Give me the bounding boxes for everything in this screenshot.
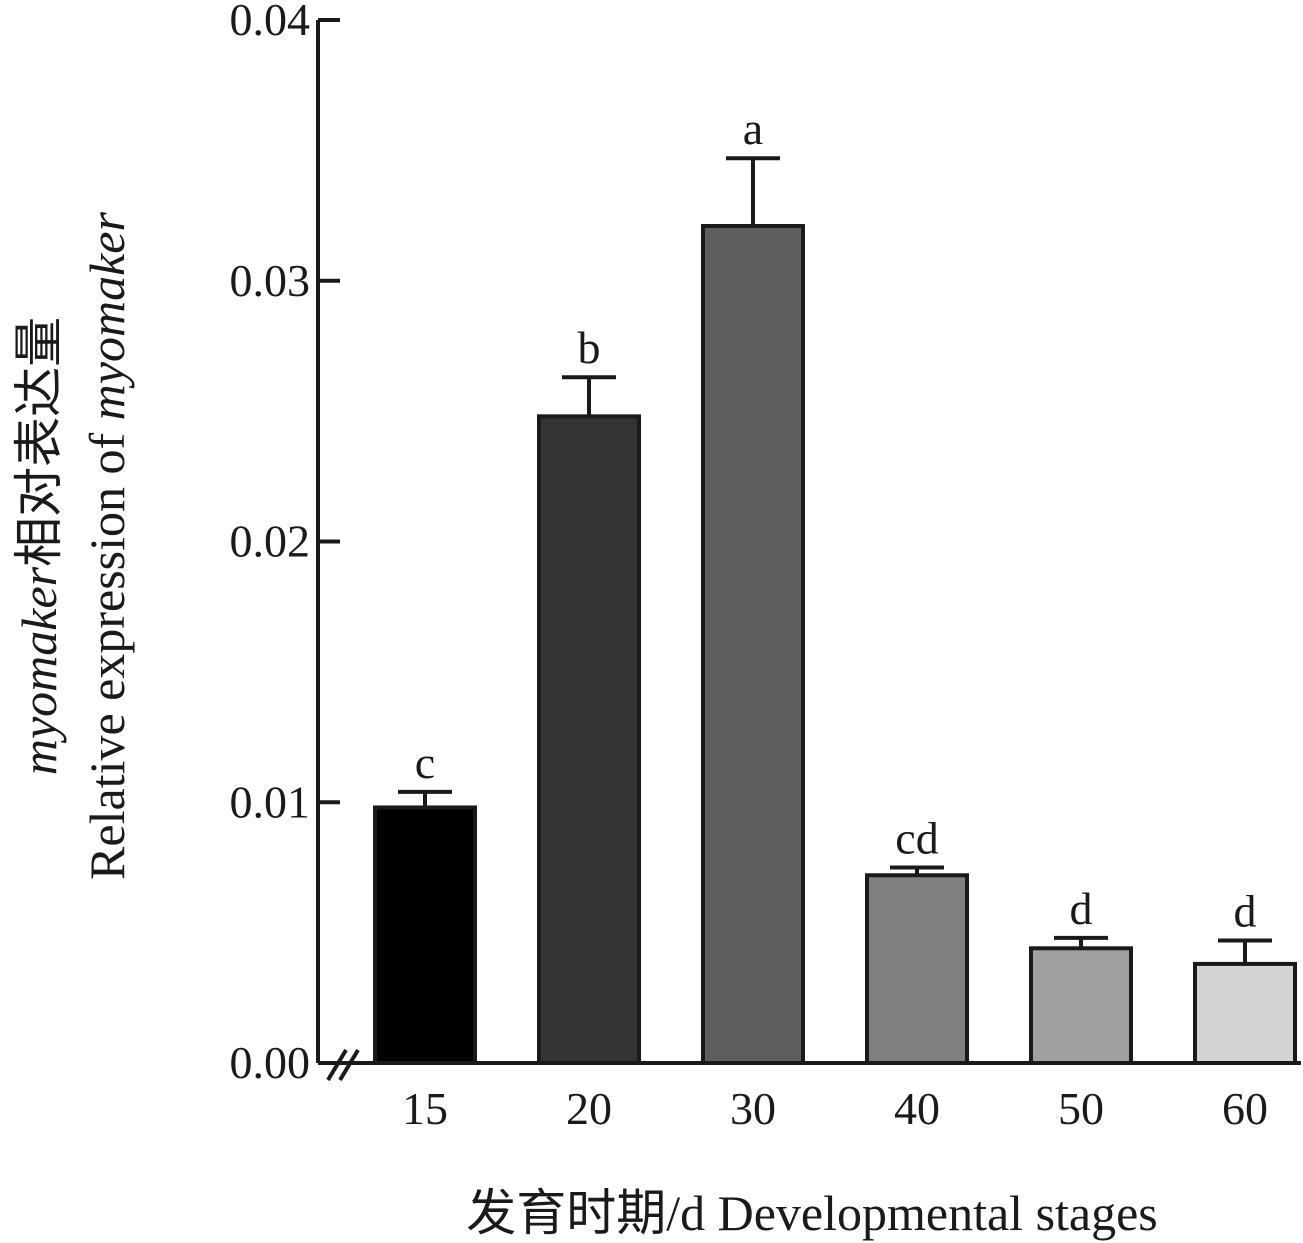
bar <box>1029 946 1133 1066</box>
y-tick-label: 0.00 <box>230 1037 311 1088</box>
significance-label: c <box>415 737 435 788</box>
y-tick-label: 0.03 <box>230 255 311 306</box>
y-tick-label: 0.04 <box>230 0 311 45</box>
x-tick-label: 60 <box>1222 1083 1268 1134</box>
y-tick-label: 0.02 <box>230 516 311 567</box>
bar <box>373 805 477 1066</box>
bar <box>1193 961 1297 1065</box>
significance-label: a <box>743 103 763 154</box>
y-axis-title-gene: myomaker <box>11 566 67 775</box>
bar <box>701 223 805 1065</box>
y-tick-label: 0.01 <box>230 776 311 827</box>
bars <box>373 156 1297 1066</box>
labels: 0.00 0.01 0.02 0.03 0.04 c 15 b 20 a 30 cd 40 d 50 d 60 <box>230 0 1269 1134</box>
y-axis-title-en: Relative expression of <box>79 420 135 880</box>
significance-label: b <box>578 322 601 373</box>
significance-label: cd <box>895 812 938 863</box>
x-tick-label: 30 <box>730 1083 776 1134</box>
y-axis-title-line1: myomaker相对表达量 <box>11 317 67 775</box>
y-axis-title-gene-en: myomaker <box>79 212 135 421</box>
x-tick-label: 40 <box>894 1083 940 1134</box>
significance-label: d <box>1234 885 1257 936</box>
y-axis-title-line2: Relative expression of myomaker <box>79 212 135 880</box>
x-tick-label: 15 <box>402 1083 448 1134</box>
significance-label: d <box>1070 883 1093 934</box>
x-tick-label: 50 <box>1058 1083 1104 1134</box>
axis-break-mark <box>338 1048 360 1082</box>
bar <box>865 873 969 1066</box>
y-axis-title-cn: 相对表达量 <box>11 317 67 567</box>
bar <box>537 414 641 1065</box>
x-axis-title: 发育时期/d Developmental stages <box>466 1185 1158 1241</box>
x-tick-label: 20 <box>566 1083 612 1134</box>
axes <box>316 18 1301 1082</box>
